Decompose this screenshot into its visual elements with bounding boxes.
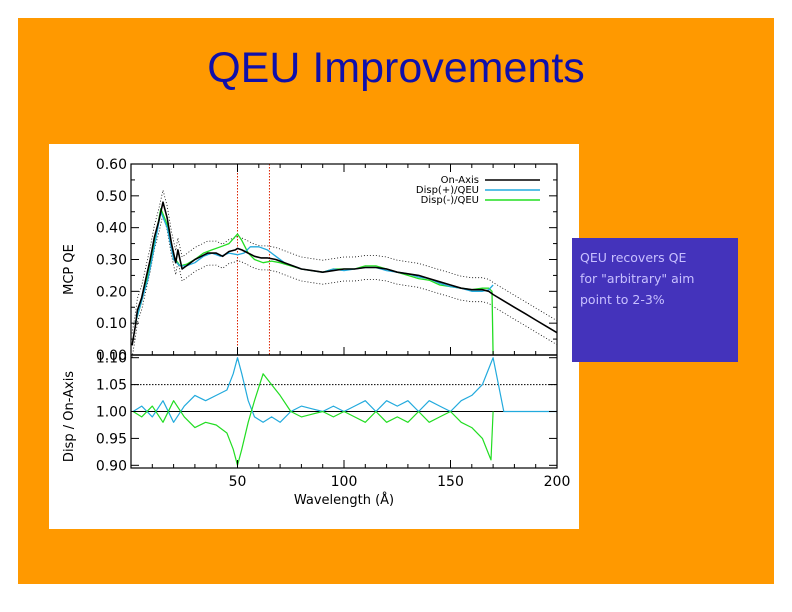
note-line: for "arbitrary" aim [580, 271, 695, 286]
legend-label: On-Axis [441, 175, 479, 186]
series-line-on-axis [131, 201, 558, 346]
error-envelope-lower [131, 214, 558, 358]
ratio-line-disp-qeu-ratio [132, 357, 557, 423]
y-tick-label: 0.95 [96, 431, 127, 447]
y-tick-label: 0.00 [96, 348, 127, 364]
x-tick-label: 150 [437, 474, 464, 490]
slide-title: QEU Improvements [207, 44, 585, 92]
legend-label: Disp(-)/QEU [421, 195, 479, 206]
legend-label: Disp(+)/QEU [416, 185, 479, 196]
plot-panel: 0.00 0.10 0.20 0.30 0.40 0.50 0.60 0.90 0.95 1.00… [49, 144, 579, 529]
y-tick-label: 0.10 [96, 316, 127, 332]
y-tick-label: 0.60 [96, 157, 127, 173]
y-tick-label: 1.10 [96, 351, 127, 367]
y-tick-label: 1.00 [96, 405, 127, 421]
y-tick-label: 0.20 [96, 284, 127, 300]
y-tick-label: 0.40 [96, 221, 127, 237]
error-envelope-upper [131, 190, 558, 334]
y-axis-title: MCP QE [62, 244, 77, 295]
note-box: QEU recovers QE for "arbitrary" aim poin… [572, 238, 738, 362]
qe-chart: 0.00 0.10 0.20 0.30 0.40 0.50 0.60 0.90 0.95 1.00… [62, 157, 571, 508]
ratio-line-disp-qeu-ratio [132, 373, 494, 466]
y-tick-label: 0.90 [96, 458, 127, 474]
note-line: QEU recovers QE [580, 250, 687, 265]
y-tick-label: 1.05 [96, 378, 127, 394]
x-axis-title: Wavelength (Å) [294, 492, 394, 508]
series-line-disp-qeu [134, 211, 494, 324]
note-line: point to 2-3% [580, 292, 665, 307]
x-tick-label: 100 [331, 474, 358, 490]
x-tick-label: 200 [544, 474, 571, 490]
y-tick-label: 0.50 [96, 189, 127, 205]
x-tick-label: 50 [229, 474, 247, 490]
y-tick-label: 0.30 [96, 253, 127, 269]
y-axis-title: Disp / On-Axis [62, 371, 77, 462]
